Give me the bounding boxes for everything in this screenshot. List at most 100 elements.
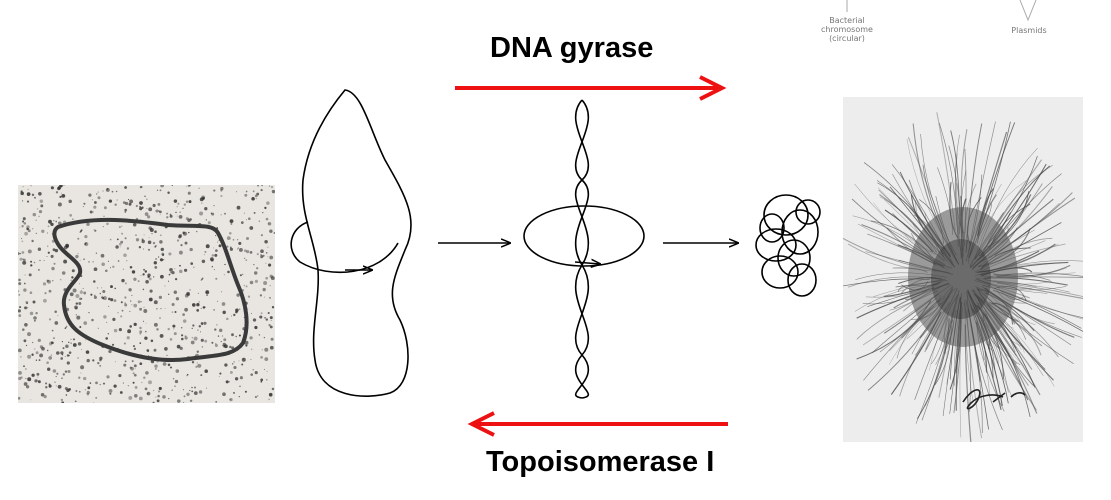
micrograph-speck	[93, 402, 95, 403]
micrograph-speck	[124, 302, 126, 304]
micrograph-speck	[75, 254, 79, 259]
plasmid-connector-lines	[1019, 0, 1037, 22]
micrograph-speck	[191, 390, 194, 393]
micrograph-speck	[204, 339, 208, 343]
micrograph-speck	[99, 356, 103, 360]
micrograph-speck	[159, 317, 161, 320]
micrograph-speck	[183, 203, 186, 206]
micrograph-speck	[200, 307, 202, 309]
micrograph-speck	[79, 290, 83, 294]
micrograph-speck	[167, 191, 170, 195]
micrograph-speck	[46, 349, 49, 352]
micrograph-speck	[185, 186, 187, 188]
micrograph-speck	[160, 247, 164, 252]
micrograph-speck	[29, 291, 33, 295]
micrograph-speck	[95, 396, 98, 399]
micrograph-speck	[124, 296, 127, 299]
micrograph-speck	[189, 399, 193, 403]
micrograph-speck	[196, 303, 200, 307]
micrograph-speck	[32, 212, 37, 217]
micrograph-speck	[26, 307, 29, 309]
micrograph-speck	[206, 290, 208, 293]
micrograph-speck	[162, 259, 165, 261]
micrograph-speck	[159, 234, 162, 237]
micrograph-speck	[206, 294, 209, 297]
micrograph-speck	[53, 262, 56, 265]
micrograph-speck	[27, 249, 32, 254]
micrograph-speck	[186, 293, 188, 295]
micrograph-speck	[213, 309, 215, 311]
micrograph-speck	[222, 342, 226, 347]
micrograph-speck	[45, 385, 48, 389]
micrograph-speck	[191, 386, 193, 389]
micrograph-speck	[128, 202, 132, 206]
micrograph-speck	[195, 230, 198, 233]
micrograph-speck	[229, 246, 232, 249]
micrograph-speck	[83, 321, 88, 325]
micrograph-speck	[97, 191, 99, 193]
micrograph-speck	[147, 350, 149, 353]
micrograph-speck	[160, 274, 164, 279]
micrograph-speck	[108, 305, 110, 307]
micrograph-speck	[158, 210, 160, 212]
micrograph-speck	[126, 260, 128, 262]
micrograph-speck	[148, 226, 152, 230]
micrograph-speck	[186, 373, 189, 376]
micrograph-speck	[139, 201, 143, 205]
micrograph-speck	[265, 276, 269, 280]
micrograph-speck	[184, 268, 188, 272]
micrograph-speck	[189, 247, 193, 252]
micrograph-speck	[83, 258, 85, 261]
micrograph-speck	[121, 225, 123, 227]
micrograph-speck	[97, 361, 100, 365]
micrograph-speck	[181, 337, 184, 341]
micrograph-speck	[80, 348, 83, 351]
micrograph-speck	[191, 337, 193, 339]
micrograph-speck	[164, 347, 168, 351]
micrograph-speck	[174, 379, 179, 384]
micrograph-speck	[59, 195, 62, 199]
micrograph-speck	[25, 368, 27, 370]
micrograph-speck	[188, 200, 192, 204]
micrograph-speck	[48, 383, 51, 386]
micrograph-speck	[108, 388, 113, 393]
micrograph-speck	[268, 398, 270, 401]
micrograph-speck	[262, 287, 266, 292]
micrograph-speck	[182, 319, 187, 323]
micrograph-speck	[18, 282, 22, 286]
micrograph-speck	[132, 372, 135, 375]
micrograph-speck	[92, 211, 94, 213]
micrograph-speck	[245, 259, 248, 261]
micrograph-speck	[269, 255, 274, 260]
micrograph-speck	[157, 202, 161, 206]
micrograph-speck	[145, 279, 149, 284]
micrograph-speck	[32, 228, 34, 230]
micrograph-speck	[229, 247, 233, 251]
micrograph-speck	[26, 200, 30, 203]
nucleoid-micrograph	[843, 97, 1083, 442]
micrograph-speck	[60, 351, 64, 355]
micrograph-speck	[173, 199, 178, 203]
micrograph-speck	[176, 344, 181, 349]
micrograph-speck	[139, 330, 143, 334]
micrograph-speck	[169, 267, 173, 272]
micrograph-speck	[158, 386, 162, 391]
micrograph-speck	[129, 265, 133, 269]
micrograph-speck	[139, 326, 142, 330]
micrograph-speck	[118, 242, 122, 246]
micrograph-speck	[21, 225, 24, 228]
micrograph-speck	[243, 284, 246, 287]
micrograph-speck	[124, 360, 127, 363]
micrograph-speck	[175, 211, 177, 214]
micrograph-speck	[224, 263, 226, 266]
micrograph-speck	[193, 266, 195, 268]
micrograph-speck	[139, 185, 143, 189]
micrograph-speck	[46, 255, 48, 258]
micrograph-speck	[200, 331, 202, 333]
micrograph-speck	[18, 370, 22, 375]
micrograph-speck	[30, 399, 32, 401]
micrograph-speck	[252, 369, 254, 371]
micrograph-speck	[265, 318, 268, 321]
micrograph-speck	[249, 250, 253, 254]
micrograph-speck	[174, 268, 176, 270]
